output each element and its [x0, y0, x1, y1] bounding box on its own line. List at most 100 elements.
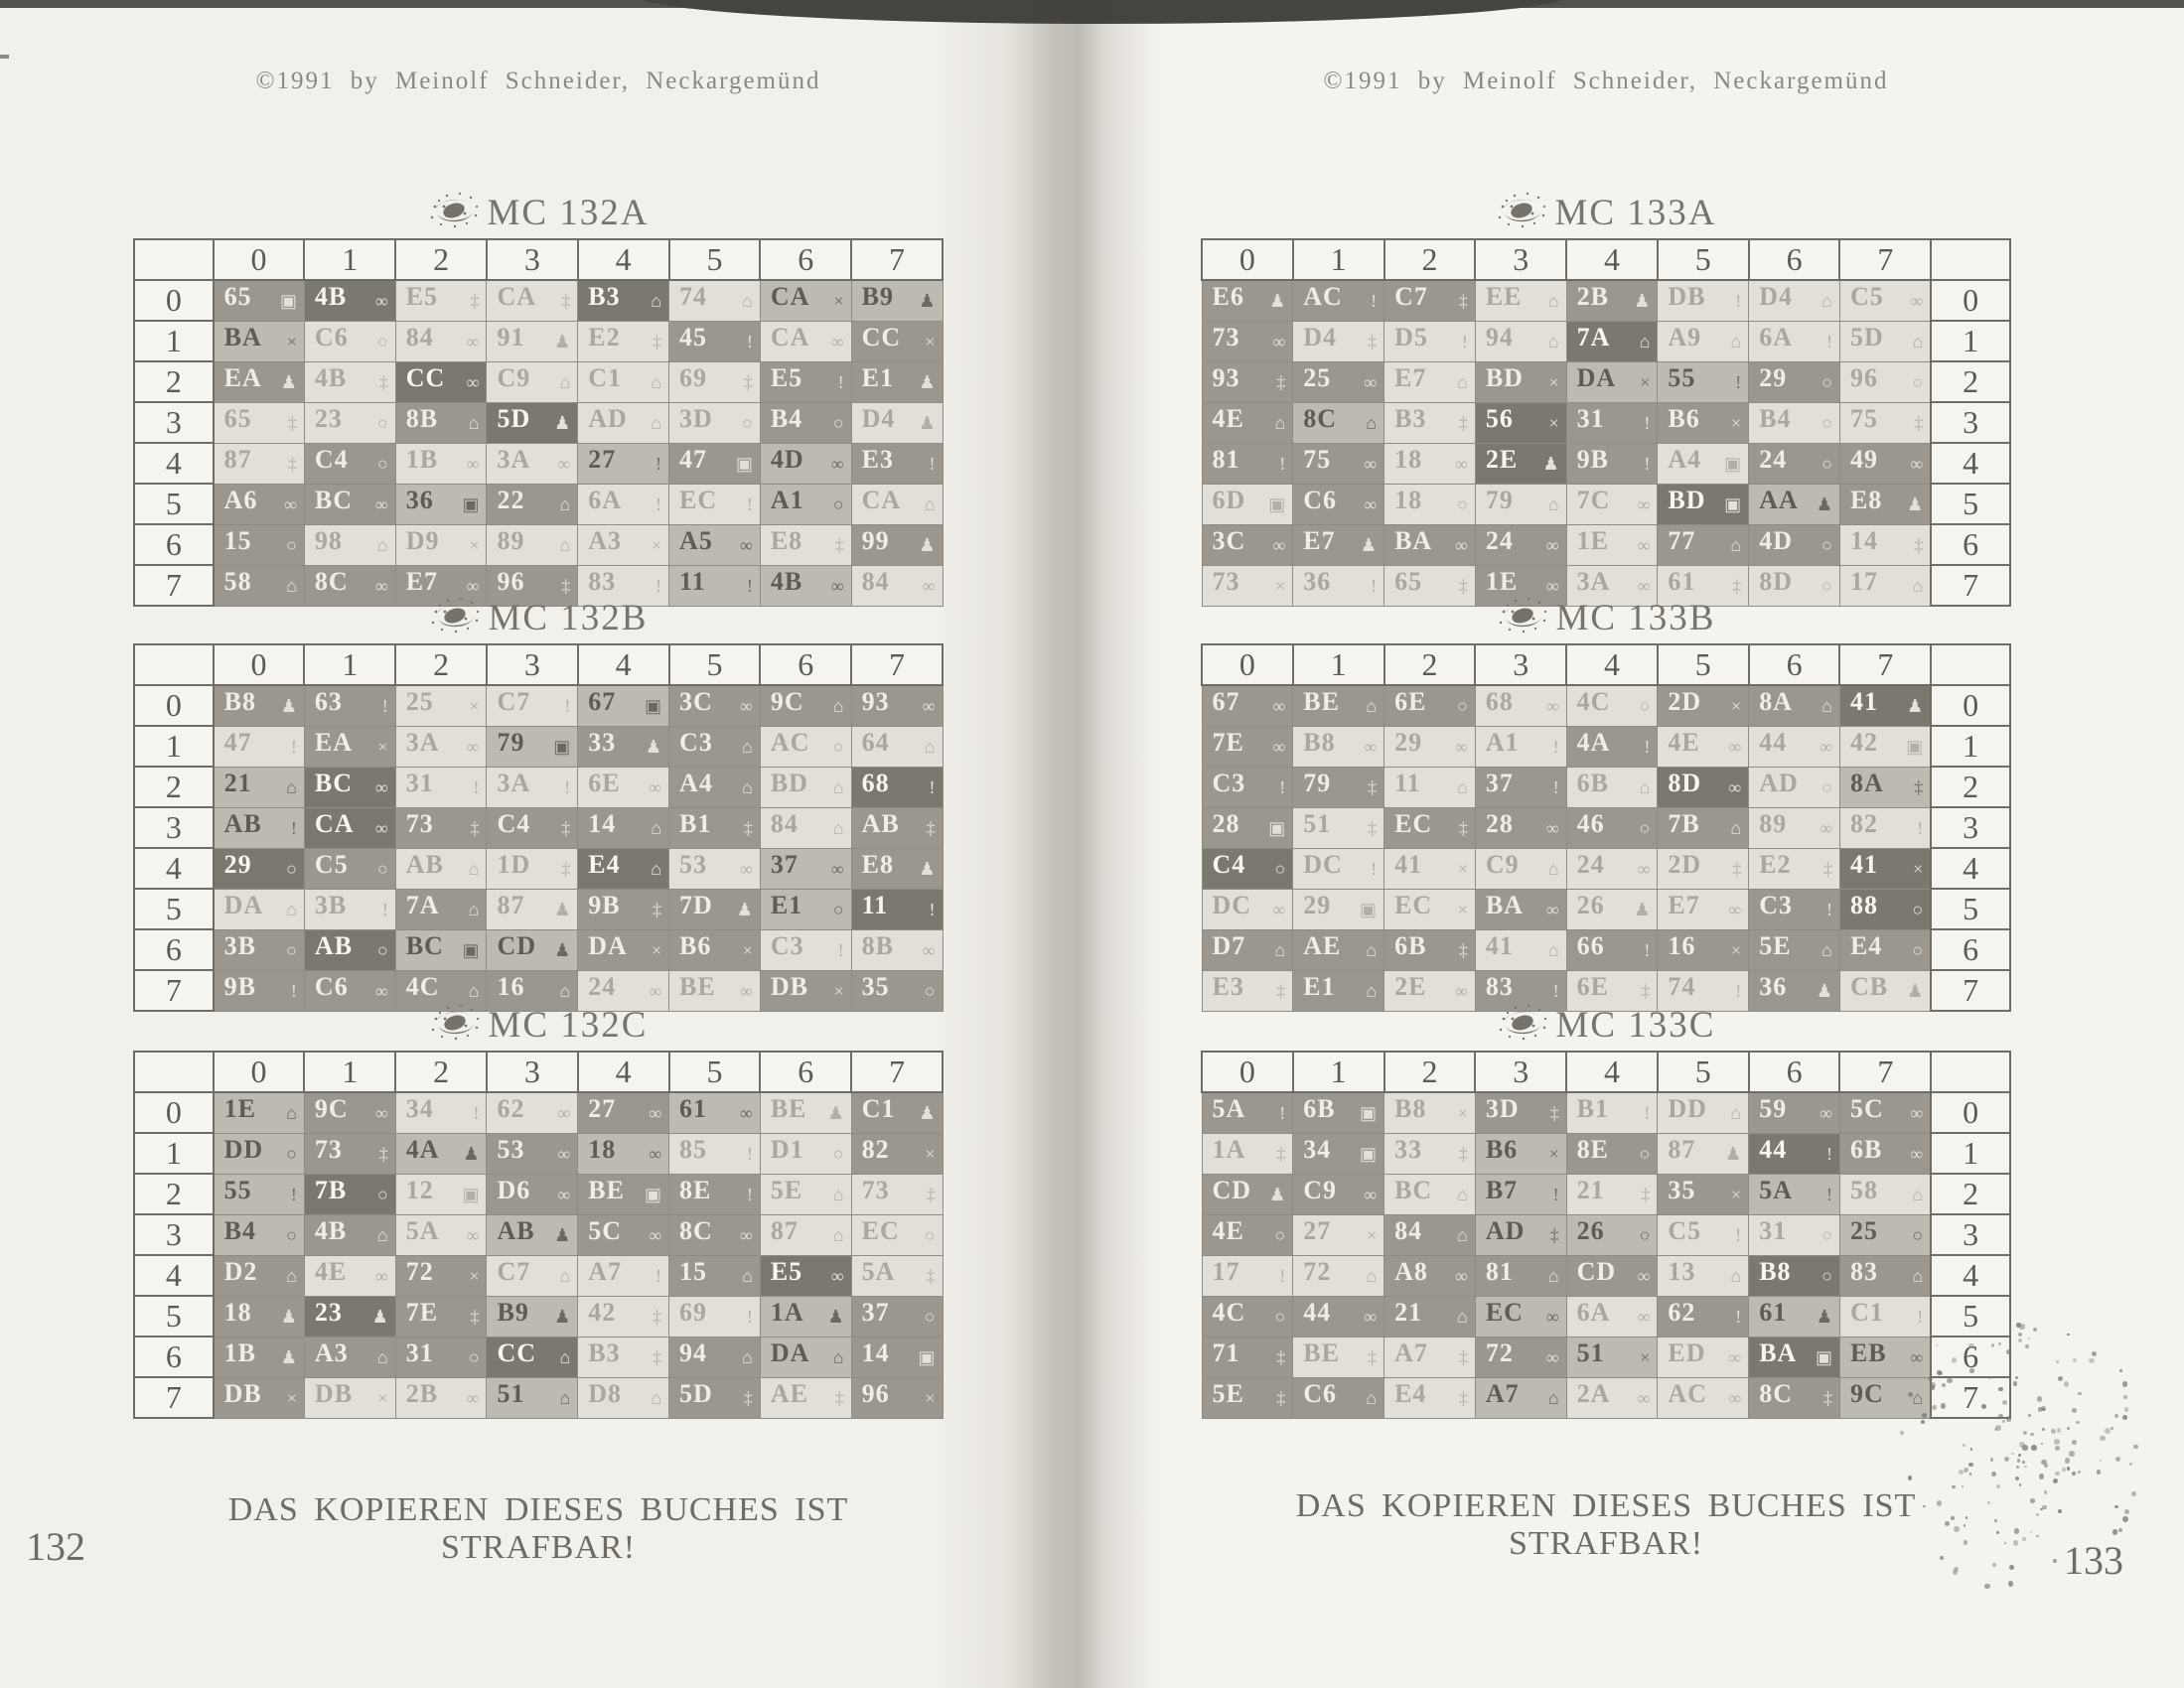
hex-value: AE: [770, 1378, 808, 1408]
briefcase-icon: ⌂: [559, 980, 572, 1001]
code-cell: 72 ∞: [1474, 1336, 1567, 1378]
square-icon: ▣: [1360, 1143, 1379, 1164]
hex-value: A9: [1668, 322, 1702, 352]
code-cell: 11 ⌂: [1383, 766, 1476, 808]
briefcase-icon: ⌂: [742, 290, 754, 311]
hex-value: 61: [1668, 566, 1696, 596]
hex-value: C1: [861, 1093, 896, 1123]
key-icon: ‡: [1458, 1346, 1469, 1367]
hex-value: 3A: [497, 768, 531, 797]
hex-value: D4: [861, 403, 896, 433]
key-icon: ‡: [926, 1265, 937, 1286]
x-mark-icon: ×: [286, 331, 298, 352]
code-cell: 84 ⌂: [759, 806, 852, 849]
hex-value: E4: [1394, 1378, 1427, 1408]
exclamation-icon: !: [1644, 412, 1652, 433]
circle-icon: ○: [1912, 371, 1925, 392]
code-cell: 6B ▣: [1292, 1091, 1385, 1134]
code-cell: A7 ‡: [1383, 1336, 1476, 1378]
hex-value: 8C: [1303, 403, 1338, 433]
corner-cell: [133, 643, 215, 686]
hex-value: 41: [1849, 686, 1878, 716]
hex-value: 68: [1485, 686, 1514, 716]
hex-value: 4C: [1212, 1297, 1246, 1327]
hex-value: 29: [1759, 362, 1788, 392]
person-icon: ♟: [645, 736, 663, 757]
person-icon: ♟: [554, 412, 572, 433]
person-icon: ♟: [280, 1306, 298, 1327]
code-cell: 21 ⌂: [213, 766, 305, 808]
x-mark-icon: ×: [1731, 412, 1743, 433]
code-cell: 74 ⌂: [668, 279, 761, 322]
infinity-icon: ∞: [1910, 1346, 1925, 1367]
code-cell: 33 ‡: [1383, 1132, 1476, 1175]
hex-value: 85: [679, 1134, 708, 1164]
code-cell: 9B!: [1565, 442, 1659, 485]
hex-value: 14: [861, 1337, 890, 1367]
hex-value: 83: [588, 566, 617, 596]
code-cell: DA ×: [577, 928, 670, 971]
code-cell: 8B ∞: [850, 928, 944, 971]
hex-value: 8C: [314, 566, 349, 596]
hex-value: DB: [223, 1378, 262, 1408]
hex-value: 31: [405, 768, 434, 797]
briefcase-icon: ⌂: [286, 899, 298, 919]
column-header: 4: [1565, 643, 1659, 686]
key-icon: ‡: [1549, 1102, 1560, 1123]
code-cell: D6 ∞: [486, 1173, 579, 1215]
code-cell: 88 ○: [1838, 888, 1932, 930]
code-cell: E4 ⌂: [577, 847, 670, 890]
infinity-icon: ∞: [557, 1143, 572, 1164]
row-header: 4: [133, 1254, 215, 1297]
hex-value: 36: [405, 485, 434, 514]
x-mark-icon: ×: [651, 534, 663, 555]
hex-value: 55: [1668, 362, 1696, 392]
hex-value: 4E: [1668, 727, 1700, 757]
hex-value: CB: [1849, 971, 1889, 1001]
hex-value: 31: [1576, 403, 1605, 433]
code-cell: 14 ⌂: [577, 806, 670, 849]
code-cell: 77 ⌂: [1657, 523, 1750, 566]
hex-value: E6: [1212, 281, 1244, 311]
key-icon: ‡: [1458, 412, 1469, 433]
hex-value: 65: [223, 403, 252, 433]
hex-value: EE: [1485, 281, 1523, 311]
exclamation-icon: !: [1735, 1306, 1743, 1327]
briefcase-icon: ⌂: [1547, 290, 1560, 311]
hex-value: BE: [1303, 686, 1340, 716]
key-icon: ‡: [561, 817, 572, 838]
code-cell: B8 ♟: [213, 684, 305, 727]
code-cell: DB ×: [303, 1376, 396, 1419]
infinity-icon: ∞: [374, 575, 389, 596]
exclamation-icon: !: [746, 1184, 754, 1204]
circle-icon: ○: [1639, 1224, 1652, 1245]
briefcase-icon: ⌂: [1457, 1306, 1469, 1327]
row-header: 0: [133, 684, 215, 727]
hex-value: E3: [1212, 971, 1244, 1001]
x-mark-icon: ×: [1548, 371, 1560, 392]
hex-value: 15: [223, 525, 252, 555]
person-icon: ♟: [736, 899, 754, 919]
code-cell: C4 ○: [303, 442, 396, 485]
briefcase-icon: ⌂: [1821, 939, 1833, 960]
hex-value: 98: [314, 525, 343, 555]
infinity-icon: ∞: [557, 1102, 572, 1123]
hex-value: 4C: [405, 971, 440, 1001]
code-cell: 8C ∞: [303, 564, 396, 607]
hex-value: A6: [223, 485, 258, 514]
code-cell: ED ∞: [1657, 1336, 1750, 1378]
hex-value: 84: [861, 566, 890, 596]
exclamation-icon: !: [1461, 331, 1469, 352]
code-cell: 31 ○: [394, 1336, 488, 1378]
code-cell: EC!: [668, 483, 761, 525]
hex-value: 5A: [405, 1215, 440, 1245]
hex-value: 8E: [1576, 1134, 1609, 1164]
circle-icon: ○: [376, 331, 389, 352]
code-cell: 47 ▣: [668, 442, 761, 485]
column-header: 3: [485, 238, 579, 281]
hex-value: AE: [1303, 930, 1342, 960]
hex-value: B3: [588, 1337, 621, 1367]
infinity-icon: ∞: [1910, 1102, 1925, 1123]
square-icon: ▣: [1906, 736, 1925, 757]
hex-value: 1A: [1212, 1134, 1246, 1164]
